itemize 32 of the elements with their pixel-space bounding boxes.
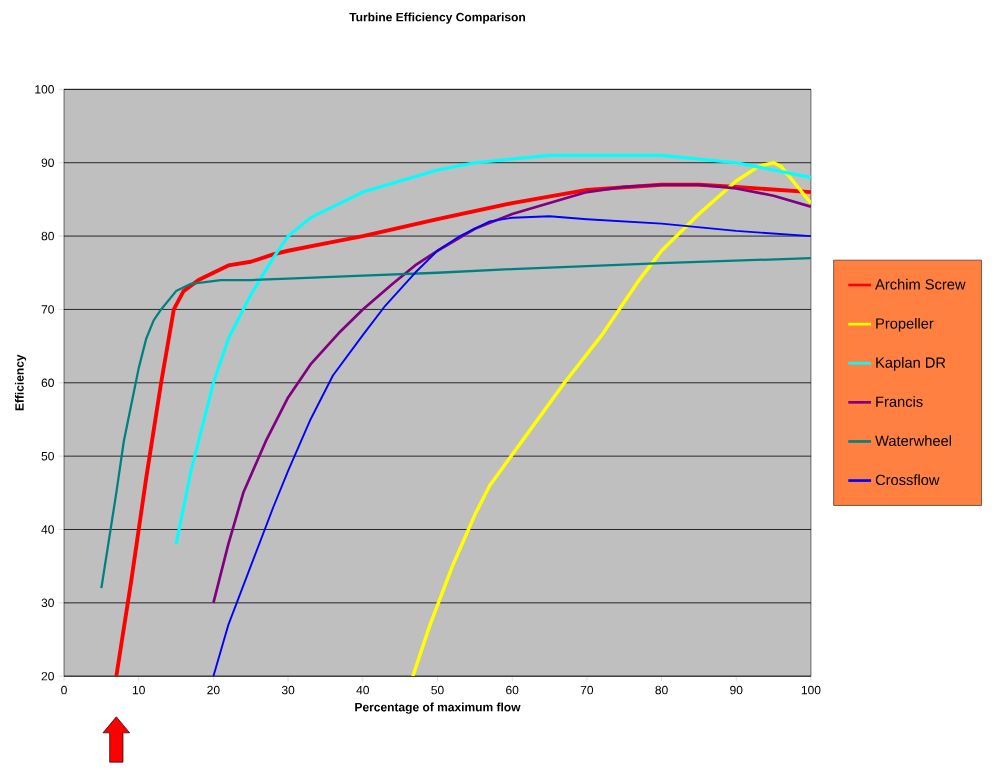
x-axis-title: Percentage of maximum flow xyxy=(355,702,521,715)
line-series xyxy=(100,257,811,590)
y-tick-label: 60 xyxy=(41,378,54,388)
y-tick-label: 30 xyxy=(41,598,54,608)
x-tick-label: 0 xyxy=(61,686,67,695)
y-tick-label: 80 xyxy=(41,232,54,241)
y-tick-label: 70 xyxy=(41,305,54,314)
chart-title: Turbine Efficiency Comparison xyxy=(349,12,525,24)
legend-label: Archim Screw xyxy=(875,279,966,290)
x-tick-label: 90 xyxy=(730,686,743,695)
legend-label: Waterwheel xyxy=(875,435,951,447)
x-tick-label: 20 xyxy=(207,686,220,695)
x-tick-label: 50 xyxy=(431,686,444,695)
line-series xyxy=(212,215,811,677)
x-tick-label: 70 xyxy=(580,686,594,695)
x-tick-label: 10 xyxy=(132,686,145,695)
x-tick-label: 80 xyxy=(655,686,668,695)
legend-label: Crossflow xyxy=(875,474,940,486)
y-axis-title: Efficiency xyxy=(14,354,27,411)
x-tick-label: 60 xyxy=(506,686,519,695)
line-series xyxy=(411,161,811,677)
x-tick-label: 30 xyxy=(281,686,295,695)
y-tick-label: 50 xyxy=(41,452,54,461)
y-tick-label: 20 xyxy=(41,672,54,681)
legend-label: Propeller xyxy=(876,318,934,332)
x-tick-label: 40 xyxy=(356,686,369,695)
x-tick-label: 100 xyxy=(801,686,821,695)
y-tick-label: 90 xyxy=(41,158,54,168)
y-tick-label: 40 xyxy=(41,525,54,534)
legend-label: Francis xyxy=(876,396,923,408)
y-tick-label: 100 xyxy=(35,85,54,94)
legend-label: Kaplan DR xyxy=(876,357,946,371)
